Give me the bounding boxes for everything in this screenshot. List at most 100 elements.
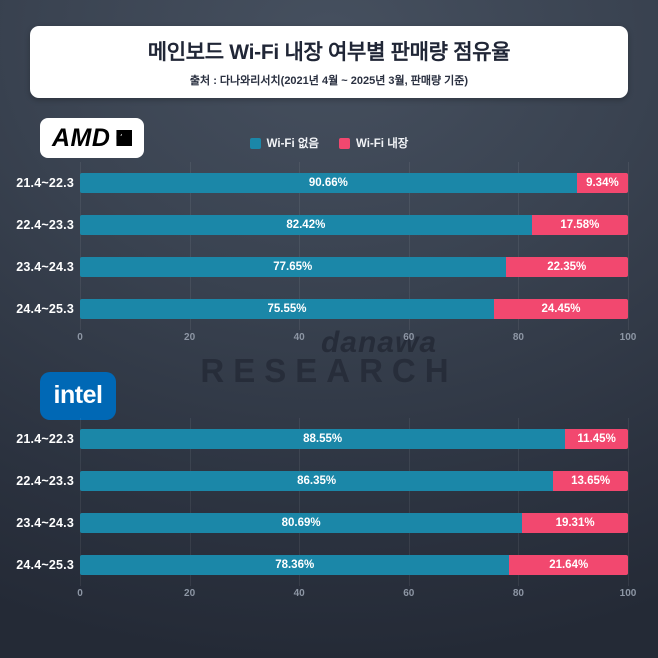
value-label: 75.55% <box>267 303 307 315</box>
bar-segment-wifi: 19.31% <box>522 513 628 533</box>
stacked-bar: 88.55% 11.45% <box>80 429 628 449</box>
bar-row: 23.4~24.3 77.65% 22.35% <box>0 246 658 288</box>
category-label: 24.4~25.3 <box>16 302 74 316</box>
bar-segment-no-wifi: 88.55% <box>80 429 566 449</box>
x-tick-label: 80 <box>512 588 524 599</box>
gridline <box>628 162 629 330</box>
value-label: 77.65% <box>273 261 313 273</box>
bar-segment-wifi: 21.64% <box>509 555 628 575</box>
gridline <box>189 418 191 586</box>
watermark-research-text: RESEARCH <box>200 352 458 389</box>
stacked-bar: 75.55% 24.45% <box>80 299 628 319</box>
x-tick-label: 0 <box>77 588 83 599</box>
x-tick-label: 80 <box>512 332 524 343</box>
category-label: 22.4~23.3 <box>16 474 74 488</box>
stacked-bar: 80.69% 19.31% <box>80 513 628 533</box>
gridline <box>628 418 629 586</box>
value-label: 24.45% <box>541 303 581 315</box>
x-tick-label: 20 <box>184 332 196 343</box>
x-tick-label: 60 <box>403 332 415 343</box>
bar-row: 21.4~22.3 88.55% 11.45% <box>0 418 658 460</box>
gridline <box>189 162 191 330</box>
value-label: 88.55% <box>303 433 343 445</box>
bar-segment-no-wifi: 90.66% <box>80 173 577 193</box>
legend-item-wifi: Wi-Fi 내장 <box>339 135 408 151</box>
gridline <box>408 418 410 586</box>
header-card: 메인보드 Wi-Fi 내장 여부별 판매량 점유율 출처 : 다나와리서치(20… <box>30 26 628 98</box>
gridline <box>80 418 81 586</box>
amd-chart: 21.4~22.3 90.66% 9.34% 22.4~23.3 82.42% 17.58… <box>0 162 658 356</box>
value-label: 17.58% <box>560 219 600 231</box>
x-axis: 0 20 40 60 80 100 <box>77 588 636 610</box>
bar-segment-wifi: 9.34% <box>576 173 628 193</box>
bar-segment-wifi: 17.58% <box>531 215 628 235</box>
bar-row: 21.4~22.3 90.66% 9.34% <box>0 162 658 204</box>
stacked-bar: 78.36% 21.64% <box>80 555 628 575</box>
gridline <box>80 162 81 330</box>
legend: Wi-Fi 없음 Wi-Fi 내장 <box>0 135 658 151</box>
gridline <box>299 418 301 586</box>
gridline <box>518 418 520 586</box>
x-tick-label: 60 <box>403 588 415 599</box>
x-tick-label: 40 <box>293 332 305 343</box>
gridline <box>408 162 410 330</box>
bar-segment-no-wifi: 82.42% <box>80 215 532 235</box>
value-label: 9.34% <box>586 177 619 189</box>
value-label: 11.45% <box>577 433 616 445</box>
category-label: 21.4~22.3 <box>16 432 74 446</box>
stacked-bar: 90.66% 9.34% <box>80 173 628 193</box>
value-label: 86.35% <box>297 475 337 487</box>
x-tick-label: 40 <box>293 588 305 599</box>
bar-segment-no-wifi: 78.36% <box>80 555 510 575</box>
bar-segment-wifi: 13.65% <box>553 471 628 491</box>
value-label: 19.31% <box>555 517 595 529</box>
amd-logo-text: AMD <box>52 123 111 152</box>
x-tick-label: 100 <box>619 588 637 599</box>
value-label: 21.64% <box>549 559 589 571</box>
bar-row: 24.4~25.3 78.36% 21.64% <box>0 544 658 586</box>
value-label: 78.36% <box>275 559 315 571</box>
category-label: 24.4~25.3 <box>16 558 74 572</box>
x-tick-label: 20 <box>184 588 196 599</box>
value-label: 80.69% <box>281 517 321 529</box>
chart-gridlines <box>80 418 629 586</box>
page-title: 메인보드 Wi-Fi 내장 여부별 판매량 점유율 <box>147 41 511 64</box>
value-label: 22.35% <box>547 261 587 273</box>
bar-segment-wifi: 11.45% <box>565 429 628 449</box>
bar-segment-no-wifi: 77.65% <box>80 257 506 277</box>
bar-row: 24.4~25.3 75.55% 24.45% <box>0 288 658 330</box>
source-note: 출처 : 다나와리서치(2021년 4월 ~ 2025년 3월, 판매량 기준) <box>189 75 469 87</box>
value-label: 82.42% <box>286 219 326 231</box>
bar-segment-no-wifi: 80.69% <box>80 513 523 533</box>
gridline <box>518 162 520 330</box>
amd-logo: AMD <box>40 118 145 158</box>
category-label: 23.4~24.3 <box>16 260 74 274</box>
bar-row: 23.4~24.3 80.69% 19.31% <box>0 502 658 544</box>
intel-logo-text: intel <box>53 380 103 409</box>
bar-rows: 21.4~22.3 88.55% 11.45% 22.4~23.3 86.35% 13.6… <box>0 418 658 586</box>
intel-logo: intel <box>40 372 116 420</box>
bar-segment-no-wifi: 75.55% <box>80 299 494 319</box>
bar-segment-no-wifi: 86.35% <box>80 471 554 491</box>
category-label: 23.4~24.3 <box>16 516 74 530</box>
bar-rows: 21.4~22.3 90.66% 9.34% 22.4~23.3 82.42% 17.58… <box>0 162 658 330</box>
value-label: 90.66% <box>308 177 348 189</box>
category-label: 22.4~23.3 <box>16 218 74 232</box>
x-tick-label: 100 <box>619 332 637 343</box>
amd-arrow-icon <box>116 130 133 146</box>
bar-row: 22.4~23.3 82.42% 17.58% <box>0 204 658 246</box>
stacked-bar: 82.42% 17.58% <box>80 215 628 235</box>
value-label: 13.65% <box>571 475 611 487</box>
bar-segment-wifi: 22.35% <box>505 257 628 277</box>
x-tick-label: 0 <box>77 332 83 343</box>
legend-swatch-wifi <box>339 137 350 149</box>
gridline <box>299 162 301 330</box>
legend-item-no-wifi: Wi-Fi 없음 <box>249 135 319 151</box>
x-axis: 0 20 40 60 80 100 <box>77 332 636 354</box>
legend-label-wifi: Wi-Fi 내장 <box>356 138 409 150</box>
bar-row: 22.4~23.3 86.35% 13.65% <box>0 460 658 502</box>
legend-label-no-wifi: Wi-Fi 없음 <box>266 138 319 150</box>
stacked-bar: 77.65% 22.35% <box>80 257 628 277</box>
intel-chart: 21.4~22.3 88.55% 11.45% 22.4~23.3 86.35% 13.6… <box>0 418 658 612</box>
